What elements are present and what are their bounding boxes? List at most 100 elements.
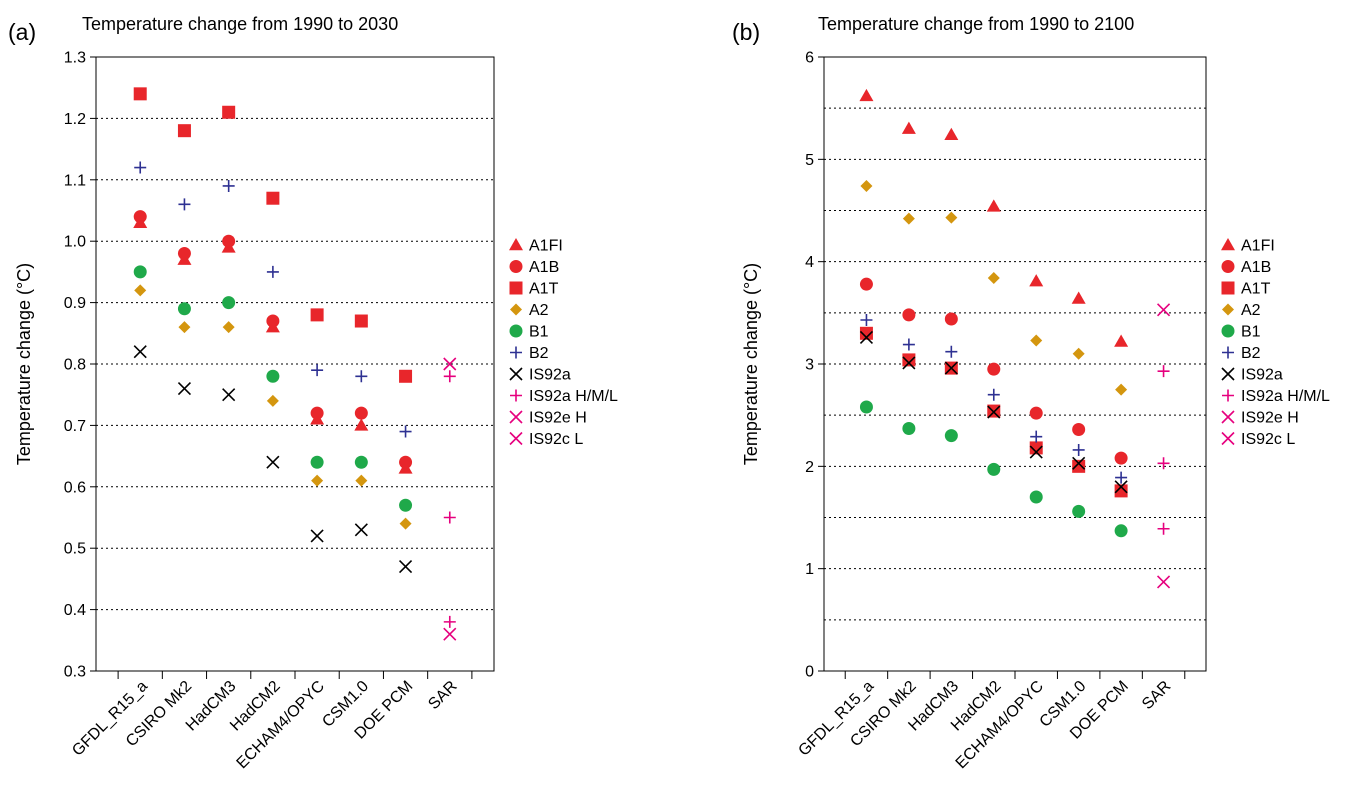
legend-label-a1b: A1B xyxy=(1241,259,1271,276)
data-point-a2 xyxy=(860,179,873,192)
data-point-a2 xyxy=(222,321,235,334)
legend-marker-is92a xyxy=(1221,367,1235,381)
y-tick-label: 0.8 xyxy=(64,357,86,374)
legend-label-a1fi: A1FI xyxy=(1241,238,1275,255)
legend-marker-a1t xyxy=(509,281,523,295)
series-b2 xyxy=(860,313,1128,484)
data-point-b2 xyxy=(311,364,324,377)
legend-label-is92a: IS92a xyxy=(1241,367,1283,384)
data-point-a2 xyxy=(355,474,368,487)
y-tick-label: 1.0 xyxy=(64,234,86,251)
panel-b-2100: (b) Temperature change from 1990 to 2100 0… xyxy=(732,14,1330,772)
data-point-b1 xyxy=(1114,524,1128,538)
data-point-a1t xyxy=(310,308,324,322)
x-category-label-sar: SAR xyxy=(1139,678,1174,713)
series-is92a-h-m-l xyxy=(443,370,456,628)
data-point-b2 xyxy=(266,265,279,278)
data-point-a1fi xyxy=(354,418,369,431)
series-b1 xyxy=(859,400,1128,538)
y-tick-label: 1.1 xyxy=(64,172,86,189)
data-point-b2 xyxy=(1115,471,1128,484)
data-point-a1t xyxy=(902,353,916,367)
data-point-is92a xyxy=(133,345,147,359)
data-point-a1fi xyxy=(859,88,874,102)
legend-marker-a1b xyxy=(1221,260,1235,273)
legend-label-is92c-l: IS92c L xyxy=(529,431,583,448)
data-point-is92a xyxy=(266,455,280,469)
data-point-a2 xyxy=(1030,334,1043,347)
series-is92a-h-m-l xyxy=(1157,365,1170,535)
legend-label-is92a-h-m-l: IS92a H/M/L xyxy=(1241,388,1330,405)
data-point-a1t xyxy=(133,87,147,101)
legend-label-is92e-h: IS92e H xyxy=(529,410,587,427)
series-is92c-l xyxy=(1156,575,1171,589)
data-point-is92a xyxy=(177,381,192,396)
data-point-b1 xyxy=(1072,504,1086,518)
data-point-a1fi xyxy=(1071,291,1086,304)
data-point-a1t xyxy=(177,124,191,138)
data-point-a1t xyxy=(222,105,236,119)
legend-label-a1t: A1T xyxy=(529,281,559,298)
y-tick-label: 0.6 xyxy=(64,479,86,496)
legend-label-is92e-h: IS92e H xyxy=(1241,410,1299,427)
data-point-a2 xyxy=(1072,347,1085,360)
legend-marker-is92c-l xyxy=(1221,431,1235,446)
data-point-is92a-h-m-l xyxy=(443,370,456,383)
data-point-a2 xyxy=(399,517,412,530)
data-point-b2 xyxy=(134,161,147,174)
series-a1b xyxy=(133,210,413,469)
data-point-a1b xyxy=(177,246,191,260)
series-b1 xyxy=(133,265,413,512)
data-point-a1b xyxy=(1072,422,1086,436)
data-point-a2 xyxy=(1115,383,1128,396)
y-axis-label: Temperature change (°C) xyxy=(741,263,761,465)
y-tick-label: 1 xyxy=(805,561,814,578)
series-a1fi xyxy=(133,215,413,474)
data-point-b2 xyxy=(399,425,412,438)
data-point-a1fi xyxy=(1029,274,1044,287)
data-point-b1 xyxy=(310,455,324,469)
data-point-a1b xyxy=(1114,451,1128,465)
legend-label-is92a-h-m-l: IS92a H/M/L xyxy=(529,388,618,405)
data-point-b2 xyxy=(222,179,235,192)
legend-marker-a2 xyxy=(1222,303,1234,316)
legend-marker-is92c-l xyxy=(509,431,523,446)
data-point-a1b xyxy=(354,406,368,420)
legend-marker-is92e-h xyxy=(509,410,523,424)
data-point-is92c-l xyxy=(443,627,457,641)
data-point-a2 xyxy=(266,394,279,407)
legend-marker-is92a-h-m-l xyxy=(510,389,522,402)
data-point-is92a-h-m-l xyxy=(1157,457,1170,470)
data-point-a1t xyxy=(354,314,368,328)
data-point-a1b xyxy=(222,234,236,248)
data-point-is92a-h-m-l xyxy=(1157,365,1170,378)
legend-label-b1: B1 xyxy=(529,324,549,341)
legend-marker-is92e-h xyxy=(1221,410,1235,424)
data-point-b2 xyxy=(355,370,368,383)
data-point-a1b xyxy=(944,312,958,326)
y-tick-label: 3 xyxy=(805,357,814,374)
y-tick-label: 1.3 xyxy=(64,50,86,67)
data-point-is92a-h-m-l xyxy=(1157,522,1170,535)
y-tick-label: 4 xyxy=(805,254,814,271)
series-is92a xyxy=(859,330,1128,494)
data-point-b1 xyxy=(354,455,368,469)
data-point-a2 xyxy=(311,474,324,487)
y-tick-label: 0.3 xyxy=(64,664,86,681)
data-point-b1 xyxy=(222,296,236,310)
data-point-a1t xyxy=(859,326,873,340)
series-a1b xyxy=(859,277,1128,465)
series-a2 xyxy=(860,179,1128,396)
data-point-is92a xyxy=(987,405,1001,419)
data-point-b2 xyxy=(1030,430,1043,443)
legend-label-a2: A2 xyxy=(529,302,549,319)
data-point-a2 xyxy=(987,272,1000,285)
data-point-b2 xyxy=(1072,443,1085,456)
legend-marker-a1fi xyxy=(509,238,523,251)
legend-label-a1t: A1T xyxy=(1241,281,1271,298)
y-tick-label: 1.2 xyxy=(64,111,86,128)
data-point-b1 xyxy=(266,369,280,383)
data-point-b2 xyxy=(860,313,873,326)
series-a1fi xyxy=(859,88,1129,347)
legend-marker-a2 xyxy=(510,303,522,316)
